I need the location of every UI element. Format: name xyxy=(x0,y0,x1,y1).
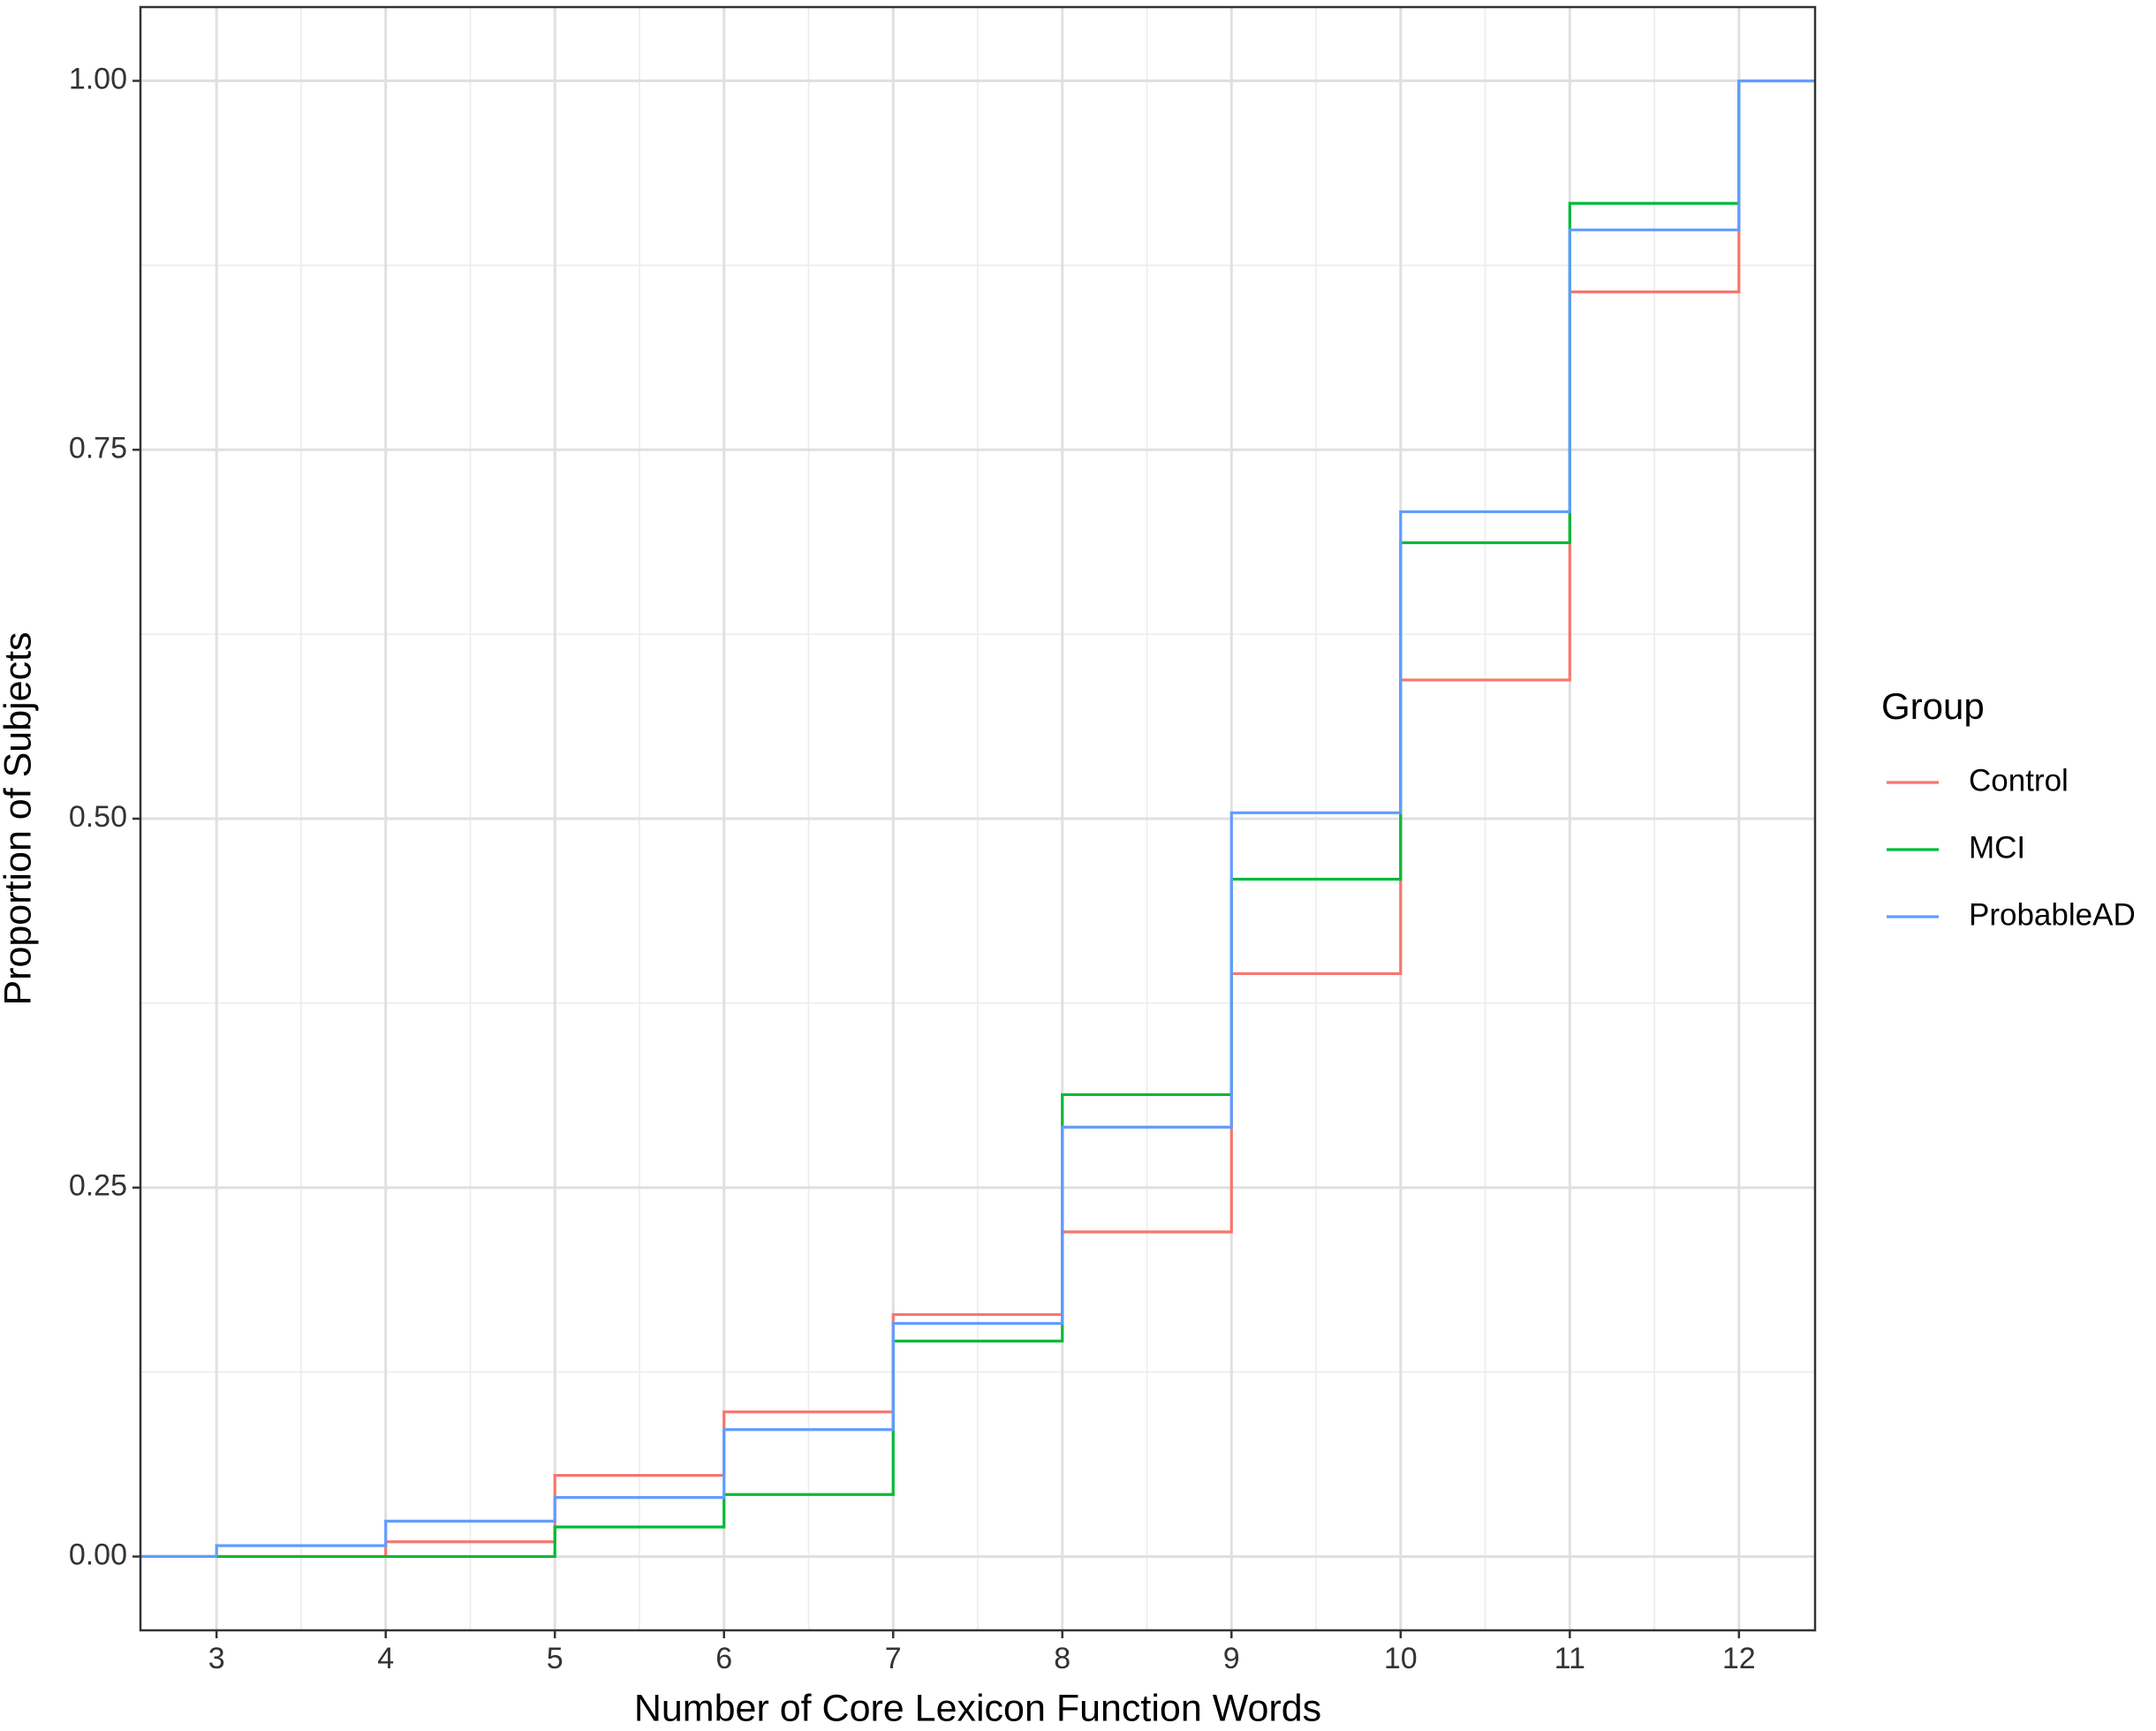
x-tick-label: 6 xyxy=(715,1642,732,1675)
legend: Group Control MCI ProbableAD xyxy=(1881,685,2136,932)
grid xyxy=(140,7,1815,1630)
plot-area xyxy=(140,79,1815,1559)
step-line xyxy=(216,79,1815,1559)
axes: 3 4 5 6 7 8 9 10 11 12 0.00 0.25 0.50 0.75 1.00 xyxy=(69,63,1756,1675)
y-tick-label: 0.25 xyxy=(69,1169,127,1203)
x-tick-label: 8 xyxy=(1054,1642,1070,1675)
legend-label: MCI xyxy=(1969,830,2025,865)
y-tick-label: 0.75 xyxy=(69,431,127,465)
legend-label: Control xyxy=(1969,763,2069,797)
y-tick-label: 1.00 xyxy=(69,63,127,96)
x-tick-label: 12 xyxy=(1722,1642,1756,1675)
x-tick-label: 7 xyxy=(885,1642,902,1675)
x-tick-label: 5 xyxy=(547,1642,564,1675)
y-axis-title: Proportion of Subjects xyxy=(0,631,39,1005)
x-tick-label: 11 xyxy=(1555,1642,1585,1675)
x-tick-label: 4 xyxy=(377,1642,394,1675)
x-tick-label: 3 xyxy=(208,1642,225,1675)
legend-label: ProbableAD xyxy=(1969,897,2136,932)
step-line xyxy=(215,79,1815,1557)
legend-title: Group xyxy=(1881,685,1985,727)
x-tick-label: 9 xyxy=(1223,1642,1240,1675)
x-axis-title: Number of Core Lexicon Function Words xyxy=(634,1687,1321,1729)
x-tick-label: 10 xyxy=(1384,1642,1418,1675)
y-tick-label: 0.50 xyxy=(69,800,127,834)
y-tick-label: 0.00 xyxy=(69,1538,127,1571)
